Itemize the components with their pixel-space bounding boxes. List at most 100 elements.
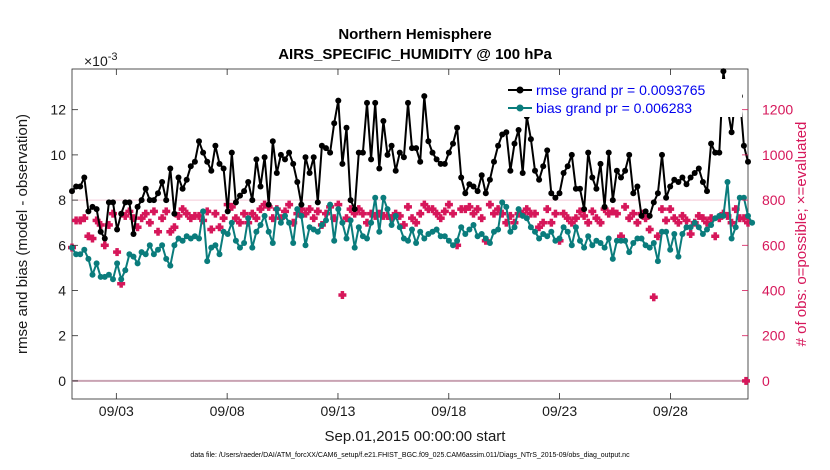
obs-marker-25 — [170, 223, 179, 232]
obs-marker-83 — [408, 214, 417, 223]
rmse-line — [71, 70, 749, 240]
bias-point-9 — [105, 271, 112, 278]
rmse-point-73 — [368, 156, 375, 163]
bias-point-92 — [445, 237, 452, 244]
rmse-point-49 — [269, 138, 276, 145]
rmse-point-22 — [159, 179, 166, 185]
obs-marker-89 — [432, 209, 441, 218]
obs-marker-113 — [530, 209, 539, 218]
rmse-point-123 — [572, 185, 579, 192]
rmse-point-27 — [179, 185, 186, 192]
obs-marker-19 — [145, 218, 154, 227]
bias-point-36 — [216, 251, 223, 258]
bias-point-101 — [482, 235, 489, 242]
bias-point-62 — [323, 217, 329, 224]
bias-point-129 — [597, 240, 604, 246]
bias-point-53 — [286, 219, 293, 226]
bias-point-80 — [396, 224, 403, 231]
obs-marker-146 — [666, 205, 675, 214]
y2-tick-label-2: 400 — [762, 283, 786, 299]
bias-point-142 — [650, 240, 657, 246]
rmse-point-122 — [568, 151, 575, 158]
bias-point-106 — [503, 203, 510, 210]
bias-point-4 — [85, 255, 92, 262]
rmse-point-82 — [405, 99, 411, 106]
bias-point-39 — [228, 219, 235, 226]
y2-axis-label: # of obs: o=possible; ×=evaluated — [793, 122, 810, 347]
rmse-point-52 — [282, 156, 288, 163]
obs-marker-118 — [551, 209, 560, 218]
bias-point-151 — [687, 224, 694, 231]
bias-point-148 — [675, 253, 682, 260]
y2-tick-label-5: 1000 — [762, 147, 793, 163]
bias-point-159 — [720, 212, 727, 219]
rmse-point-28 — [183, 176, 190, 183]
obs-marker-17 — [137, 214, 146, 223]
legend-label-bias: bias grand pr = 0.006283 — [536, 100, 692, 116]
bias-point-138 — [634, 235, 641, 242]
rmse-point-157 — [712, 149, 719, 156]
obs-marker-21 — [154, 227, 163, 236]
bias-point-7 — [97, 273, 104, 280]
rmse-point-31 — [196, 138, 202, 145]
rmse-point-59 — [310, 154, 317, 161]
bias-point-97 — [466, 226, 473, 233]
bias-point-96 — [462, 231, 469, 237]
bias-point-10 — [110, 276, 116, 283]
rmse-point-4 — [85, 208, 92, 215]
rmse-point-153 — [695, 165, 702, 172]
bias-point-164 — [740, 194, 747, 201]
bias-point-132 — [609, 255, 616, 262]
rmse-point-32 — [200, 149, 207, 156]
rmse-point-40 — [232, 199, 239, 206]
obs-marker-122 — [567, 218, 576, 227]
bias-point-16 — [134, 260, 141, 267]
rmse-point-24 — [167, 165, 174, 172]
rmse-point-60 — [314, 199, 321, 206]
rmse-point-56 — [298, 201, 305, 208]
rmse-point-138 — [634, 183, 641, 190]
bias-point-51 — [277, 219, 284, 226]
rmse-point-146 — [667, 183, 674, 190]
rmse-point-10 — [110, 199, 116, 206]
rmse-point-129 — [597, 160, 604, 167]
bias-point-15 — [130, 253, 137, 260]
rmse-point-68 — [347, 197, 354, 204]
obs-marker-102 — [485, 200, 494, 209]
rmse-point-11 — [114, 226, 121, 233]
rmse-point-76 — [380, 118, 387, 124]
rmse-point-48 — [265, 201, 272, 208]
bias-point-85 — [417, 228, 424, 235]
bias-point-133 — [613, 237, 620, 244]
rmse-point-77 — [384, 151, 391, 158]
bias-point-2 — [77, 251, 84, 258]
y2-tick-label-3: 600 — [762, 237, 786, 253]
rmse-point-45 — [253, 156, 260, 163]
bias-point-135 — [622, 237, 629, 244]
y-axis-label: rmse and bias (model - observation) — [14, 114, 31, 354]
rmse-point-158 — [716, 149, 723, 156]
bias-point-136 — [626, 249, 633, 256]
rmse-point-92 — [445, 149, 452, 156]
bias-point-166 — [749, 219, 756, 226]
rmse-point-13 — [122, 199, 129, 206]
bias-point-23 — [163, 255, 170, 262]
rmse-point-55 — [294, 179, 301, 185]
rmse-point-9 — [105, 199, 112, 206]
rmse-point-8 — [101, 235, 108, 242]
bias-point-152 — [691, 219, 698, 226]
bias-point-77 — [384, 206, 391, 213]
bias-point-156 — [708, 222, 715, 228]
rmse-point-29 — [187, 163, 194, 170]
rmse-point-88 — [429, 149, 436, 156]
bias-point-3 — [81, 246, 88, 253]
rmse-point-74 — [372, 99, 379, 106]
bias-point-73 — [368, 219, 375, 226]
bias-point-83 — [409, 226, 415, 233]
rmse-point-26 — [175, 174, 182, 181]
obs-marker-5 — [88, 234, 97, 243]
rmse-point-15 — [130, 231, 137, 237]
rmse-point-78 — [388, 142, 395, 149]
bias-point-74 — [372, 194, 379, 201]
legend: rmse grand pr = 0.0093765 bias grand pr … — [503, 79, 742, 117]
